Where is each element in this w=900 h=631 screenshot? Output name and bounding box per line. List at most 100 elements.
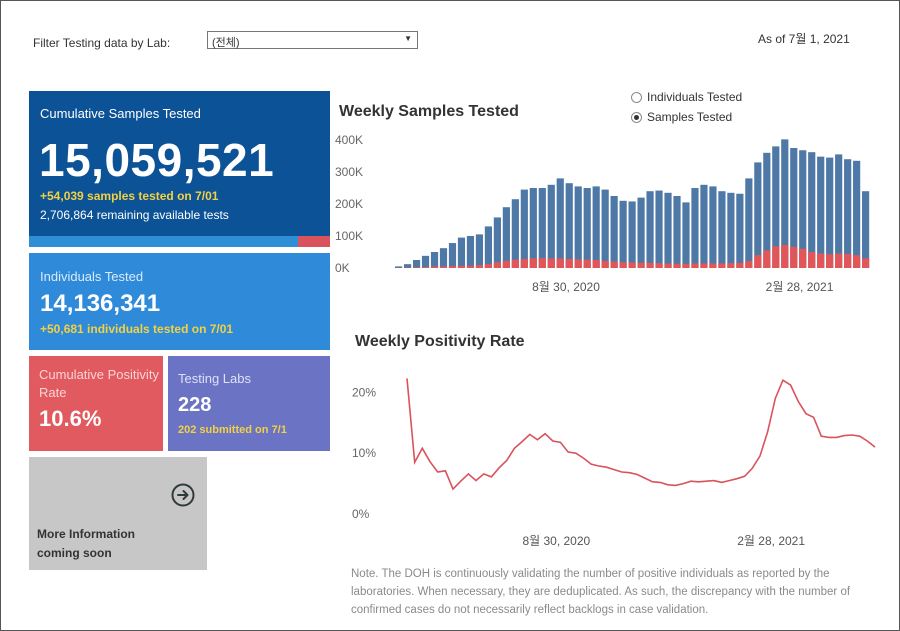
- x-tick-label: 8월 30, 2020: [532, 280, 600, 294]
- bar-positive: [475, 265, 484, 268]
- bar-positive: [646, 262, 654, 268]
- toggle-individuals-tested[interactable]: Individuals Tested: [631, 87, 742, 107]
- tested-type-toggle: Individuals Tested Samples Tested: [631, 87, 742, 127]
- bar-total: [745, 178, 753, 268]
- bar-positive: [430, 266, 439, 268]
- bar-total: [664, 192, 672, 268]
- bar-total: [772, 146, 780, 268]
- positivity-rate-card: Cumulative Positivity Rate 10.6%: [29, 356, 163, 451]
- y-tick-label: 20%: [352, 385, 376, 399]
- y-tick-label: 0K: [335, 261, 350, 275]
- bar-positive: [601, 260, 609, 268]
- bar-positive: [790, 246, 798, 268]
- bar-positive: [673, 263, 681, 268]
- bar-positive: [493, 262, 501, 268]
- bar-positive: [655, 263, 663, 268]
- bar-total: [727, 192, 735, 268]
- bar-total: [844, 159, 852, 268]
- bar-total: [493, 217, 501, 268]
- bar-total: [781, 139, 789, 268]
- testing-labs-value: 228: [178, 394, 212, 416]
- bar-total: [790, 148, 798, 268]
- bar-positive: [727, 263, 735, 268]
- radio-samples-icon[interactable]: [631, 111, 642, 123]
- individuals-tested-card: Individuals Tested 14,136,341 +50,681 in…: [29, 253, 330, 350]
- bar-total: [682, 202, 690, 268]
- bar-total: [421, 255, 430, 268]
- bar-total: [817, 156, 825, 268]
- bar-positive: [628, 262, 636, 268]
- bar-total: [448, 243, 457, 268]
- bar-positive: [457, 265, 466, 268]
- as-of-date: As of 7월 1, 2021: [758, 32, 850, 46]
- chevron-down-icon: ▼: [404, 34, 412, 43]
- bar-positive: [700, 263, 708, 268]
- labs-submitted: 202 submitted on 7/1: [178, 424, 287, 436]
- bar-positive: [574, 259, 582, 268]
- bar-total: [538, 188, 546, 268]
- bar-positive: [736, 262, 744, 268]
- more-information-card[interactable]: More Information coming soon: [29, 457, 207, 570]
- toggle-samples-tested[interactable]: Samples Tested: [631, 107, 742, 127]
- individuals-tested-value: 14,136,341: [40, 290, 161, 317]
- bar-total: [565, 183, 573, 268]
- bar-total: [853, 160, 861, 268]
- bar-total: [430, 252, 439, 268]
- bar-total: [601, 189, 609, 268]
- bar-total: [655, 190, 663, 268]
- bar-total: [862, 191, 870, 268]
- bar-positive: [862, 258, 870, 268]
- weekly-positivity-title: Weekly Positivity Rate: [355, 333, 525, 350]
- bar-total: [412, 260, 421, 268]
- bar-positive: [448, 266, 457, 268]
- bar-total: [574, 186, 582, 268]
- bar-positive: [691, 263, 699, 268]
- bar-total: [673, 196, 681, 268]
- x-tick-label: 8월 30, 2020: [522, 534, 591, 548]
- bar-positive: [520, 259, 528, 268]
- bar-positive: [592, 260, 600, 268]
- y-tick-label: 100K: [335, 229, 363, 243]
- bar-total: [529, 188, 537, 268]
- bar-positive: [745, 260, 753, 268]
- samples-progress-fill: [29, 236, 298, 247]
- filter-label: Filter Testing data by Lab:: [33, 36, 171, 50]
- bar-total: [763, 152, 771, 268]
- toggle-option-label: Samples Tested: [647, 110, 733, 124]
- radio-individuals-icon[interactable]: [631, 91, 642, 103]
- bar-total: [718, 191, 726, 268]
- bar-positive: [583, 259, 591, 268]
- bar-total: [475, 234, 484, 268]
- y-tick-label: 300K: [335, 165, 363, 179]
- bar-total: [736, 193, 744, 268]
- positivity-line: [406, 378, 876, 491]
- lab-filter-dropdown[interactable]: (전체) ▼: [207, 31, 418, 49]
- bar-positive: [502, 260, 510, 268]
- bar-total: [835, 154, 843, 268]
- bar-total: [628, 201, 636, 268]
- bar-total: [826, 157, 834, 268]
- bar-positive: [556, 258, 564, 268]
- bar-total: [520, 189, 528, 268]
- bar-positive: [754, 255, 762, 268]
- bar-positive: [484, 264, 492, 268]
- bar-total: [439, 248, 448, 268]
- arrow-circle-right-icon[interactable]: [171, 483, 195, 507]
- bar-positive: [853, 255, 861, 268]
- bar-positive: [610, 261, 618, 268]
- positivity-rate-value: 10.6%: [39, 406, 102, 431]
- bar-total: [754, 162, 762, 268]
- bar-positive: [466, 265, 475, 268]
- toggle-option-label: Individuals Tested: [647, 90, 743, 104]
- bar-total: [583, 188, 591, 268]
- bar-positive: [718, 263, 726, 268]
- weekly-positivity-chart: 0% 10% 20%: [352, 378, 876, 521]
- bar-total: [799, 150, 807, 268]
- bar-positive: [637, 262, 645, 268]
- remaining-tests: 2,706,864 remaining available tests: [40, 208, 229, 222]
- bar-positive: [799, 248, 807, 268]
- bar-positive: [547, 258, 555, 268]
- individuals-tested-label: Individuals Tested: [40, 269, 144, 284]
- bar-total: [547, 184, 555, 268]
- bar-positive: [826, 254, 834, 268]
